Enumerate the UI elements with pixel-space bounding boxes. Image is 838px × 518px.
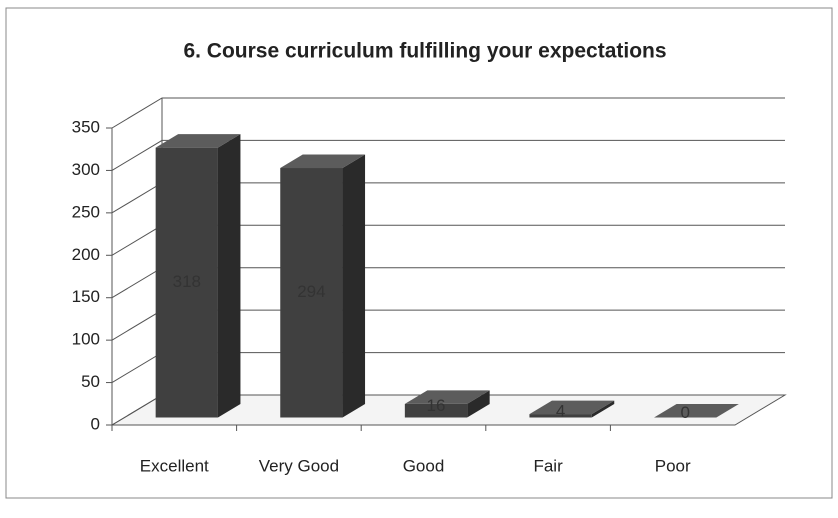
data-label: 294 [297, 282, 325, 301]
bar-face [404, 403, 468, 418]
y-tick-label: 150 [72, 287, 100, 306]
bar-face [467, 390, 490, 418]
x-tick-label: Very Good [259, 456, 339, 475]
bar-face [280, 154, 366, 169]
bar-face [404, 390, 490, 404]
x-tick-label: Poor [655, 456, 691, 475]
bar [404, 390, 490, 418]
bar [280, 154, 366, 418]
y-tick-label: 250 [72, 202, 100, 221]
bar [529, 400, 615, 418]
y-tick-label: 0 [91, 414, 100, 433]
x-tick-label: Excellent [140, 456, 209, 475]
bar-face [342, 154, 366, 418]
x-tick-label: Good [403, 456, 445, 475]
data-label: 318 [173, 272, 201, 291]
bar-face [155, 134, 241, 148]
bar-face [529, 400, 615, 415]
y-tick-label: 300 [72, 160, 100, 179]
bar-face [217, 134, 241, 418]
bar [654, 404, 739, 418]
bar-face [155, 147, 218, 418]
bar [155, 134, 241, 418]
y-tick-label: 200 [72, 245, 100, 264]
grid-line [111, 97, 785, 129]
y-tick-label: 50 [81, 372, 100, 391]
bar-face [591, 400, 615, 418]
grid-line [111, 139, 785, 171]
bar-face [280, 168, 343, 418]
y-tick-label: 100 [72, 330, 100, 349]
data-label: 16 [427, 396, 446, 415]
data-label: 4 [556, 401, 565, 420]
bar-face [654, 404, 739, 418]
chart-title: 6. Course curriculum fulfilling your exp… [183, 40, 666, 63]
bar-face [529, 414, 592, 418]
data-label: 0 [680, 403, 689, 422]
x-tick-label: Fair [533, 456, 563, 475]
y-tick-label: 350 [72, 117, 100, 136]
